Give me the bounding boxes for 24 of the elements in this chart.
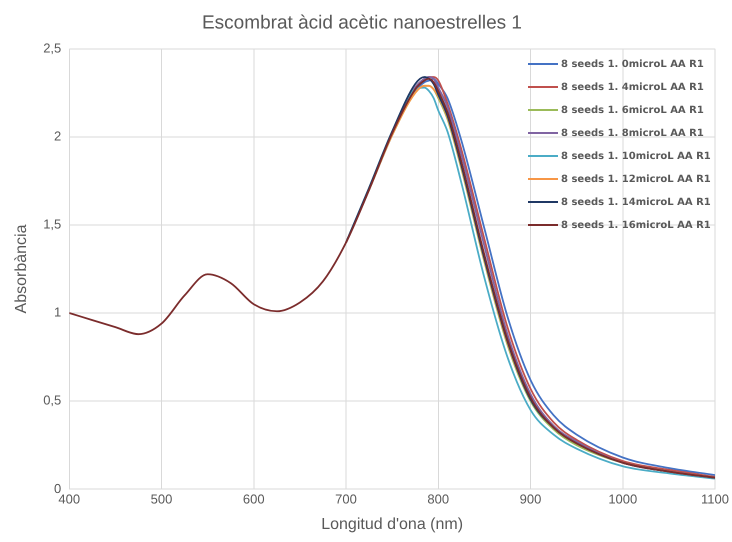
legend-label: 8 seeds 1. 16microL AA R1	[561, 220, 711, 231]
x-tick-label: 800	[427, 492, 450, 507]
legend-label: 8 seeds 1. 8microL AA R1	[561, 128, 704, 139]
legend-label: 8 seeds 1. 0microL AA R1	[561, 58, 704, 70]
y-axis-title: Absorbància	[13, 224, 30, 314]
x-tick-label: 700	[335, 492, 357, 507]
y-tick-label: 2	[54, 128, 62, 144]
legend-label: 8 seeds 1. 14microL AA R1	[561, 196, 711, 208]
legend-label: 8 seeds 1. 10microL AA R1	[561, 150, 711, 162]
x-tick-label: 1100	[701, 492, 730, 507]
y-tick-label: 1	[54, 304, 62, 320]
y-tick-label: 0,5	[43, 392, 62, 408]
y-tick-label: 2,5	[43, 40, 62, 56]
x-tick-label: 600	[242, 492, 265, 507]
x-axis-title: Longitud d'ona (nm)	[321, 516, 464, 533]
x-tick-label: 900	[520, 492, 542, 507]
x-tick-label: 1000	[608, 492, 638, 507]
line-series	[69, 78, 716, 479]
y-tick-label: 1,5	[43, 216, 62, 232]
chart-title: Escombrat àcid acètic nanoestrelles 1	[202, 12, 522, 34]
legend-label: 8 seeds 1. 6microL AA R1	[561, 104, 704, 116]
legend-label: 8 seeds 1. 4microL AA R1	[561, 82, 704, 93]
legend-label: 8 seeds 1. 12microL AA R1	[561, 174, 711, 185]
x-tick-label: 500	[150, 492, 172, 507]
